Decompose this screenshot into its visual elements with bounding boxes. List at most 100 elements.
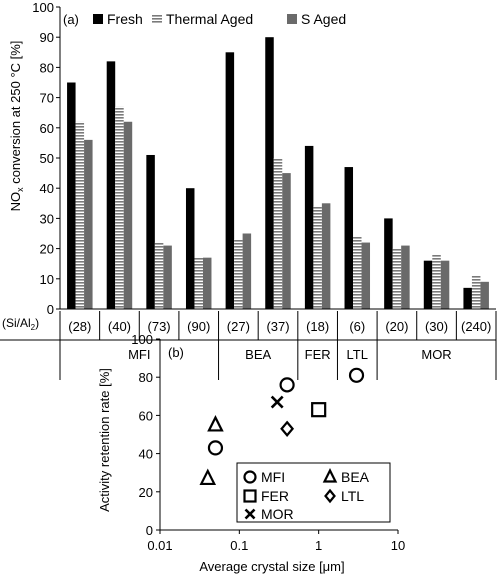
category-label: (18) (306, 319, 329, 334)
y-tick-label: 50 (40, 151, 54, 166)
bar (154, 242, 164, 309)
group-label: MFI (128, 347, 150, 362)
scatter-legend-box (236, 462, 391, 523)
bar (106, 61, 116, 309)
marker-square (243, 489, 257, 503)
scatter-axes: 0 20 40 60 80 100 0.01 0.1 1 10 (131, 332, 405, 553)
marker-square (311, 402, 327, 418)
category-label: (6) (349, 319, 365, 334)
bar (185, 188, 195, 309)
ratio-header: (Si/Al2) (2, 316, 39, 332)
scatter-y-tick-label: 60 (139, 408, 153, 423)
scatter-y-tick-label: 40 (139, 447, 153, 462)
category-label: (27) (227, 319, 250, 334)
bar (463, 287, 472, 309)
scatter-legend-entry: MFI (261, 469, 285, 485)
scatter-y-tick-label: 0 (146, 523, 153, 538)
bar (304, 145, 314, 309)
y-tick-label: 60 (40, 121, 54, 136)
scatter-x-axis-label: Average crystal size [μm] (199, 559, 344, 574)
scatter-y-tick-label: 20 (139, 485, 153, 500)
y-tick-label: 100 (32, 0, 54, 15)
marker-cross (244, 508, 256, 520)
marker-cross (270, 395, 284, 409)
y-tick-label: 40 (40, 181, 54, 196)
scatter-legend-entry: FER (261, 488, 289, 504)
bar-chart-panel: (a) Fresh Thermal Aged S Aged 0 10 20 30 40 50 6… (0, 0, 497, 380)
marker-circle (207, 440, 224, 456)
category-label: (40) (108, 319, 131, 334)
marker-circle (348, 367, 365, 383)
legend-entry: Fresh (107, 11, 143, 27)
marker-circle (243, 470, 257, 484)
bar-y-axis-label: NOx conversion at 250 °C [%] (8, 41, 25, 212)
scatter-x-tick-label: 0.1 (230, 538, 248, 553)
y-tick-label: 70 (40, 91, 54, 106)
scatter-legend-entry: LTL (341, 488, 364, 504)
scatter-y-tick-label: 80 (139, 370, 153, 385)
bar (225, 52, 235, 310)
category-label: (73) (148, 319, 171, 334)
bar (265, 37, 274, 309)
bar (401, 245, 410, 309)
bar (75, 121, 85, 309)
y-tick-label: 90 (40, 30, 54, 45)
scatter-legend-entry: BEA (341, 469, 370, 485)
group-label: FER (305, 347, 331, 362)
group-label: BEA (245, 347, 271, 362)
y-tick-label: 10 (40, 272, 54, 287)
bar-series-group (67, 37, 489, 310)
category-label: (20) (385, 319, 408, 334)
category-label: (240) (461, 319, 491, 334)
bar (321, 203, 331, 309)
bar (344, 167, 354, 309)
bar (384, 218, 393, 309)
bar (440, 260, 450, 309)
y-tick-label: 80 (40, 60, 54, 75)
bar (67, 82, 76, 309)
y-tick-label: 30 (40, 211, 54, 226)
marker-cross-stroke (270, 395, 284, 409)
bar (202, 257, 212, 309)
marker-circle (279, 377, 295, 393)
bar (163, 245, 172, 309)
legend-swatch (152, 14, 162, 24)
bar (146, 154, 155, 309)
legend-swatch (93, 14, 103, 24)
bar (282, 173, 291, 309)
y-tick-label: 20 (40, 242, 54, 257)
category-label: (90) (187, 319, 210, 334)
legend-entry: S Aged (301, 11, 346, 27)
bar (423, 260, 433, 309)
marker-diamond (280, 420, 295, 437)
bar-legend: Fresh Thermal Aged S Aged (93, 11, 346, 27)
bar (480, 281, 489, 309)
group-label: MOR (421, 347, 451, 362)
marker-cross-stroke (244, 508, 256, 520)
scatter-legend: MFI BEA FER LTL MOR (236, 462, 391, 523)
bar (313, 206, 322, 309)
marker-triangle (199, 468, 217, 486)
bar (194, 257, 203, 309)
marker-diamond (324, 488, 336, 504)
scatter-legend-entry: MOR (261, 506, 294, 522)
scatter-y-axis-label: Activity retention rate [%] (97, 368, 112, 512)
scatter-points (199, 367, 365, 486)
category-label: (30) (425, 319, 448, 334)
bar (234, 239, 243, 309)
category-labels: (28) (40) (73) (90) (27) (37) (18) (6) (20) (30) (… (0, 311, 497, 380)
bar (115, 106, 124, 309)
bar (353, 236, 362, 309)
bar (432, 254, 441, 309)
bar (471, 275, 481, 309)
panel-label-a: (a) (63, 12, 79, 27)
group-label: LTL (347, 347, 368, 362)
scatter-x-tick-label: 0.01 (147, 538, 172, 553)
marker-triangle (207, 414, 224, 432)
legend-entry: Thermal Aged (166, 11, 253, 27)
bar (361, 242, 371, 309)
panel-label-b: (b) (168, 345, 184, 360)
bar-axes: 0 10 20 30 40 50 60 70 80 90 100 (32, 0, 496, 317)
